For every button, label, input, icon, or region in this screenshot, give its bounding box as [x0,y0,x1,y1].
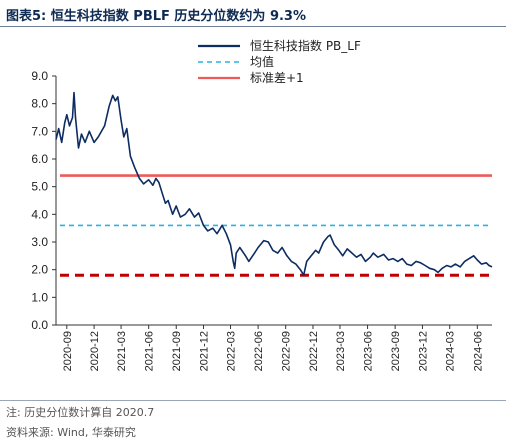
y-tick-label: 3.0 [31,235,48,249]
x-tick-label: 2023-06 [363,331,375,371]
y-tick-label: 6.0 [31,152,48,166]
figure-title: 图表5: 恒生科技指数 PBLF 历史分位数约为 9.3% [6,9,307,24]
x-tick-label: 2020-12 [89,331,101,371]
x-tick-label: 2023-03 [335,331,347,371]
footnote: 注: 历史分位数计算自 2020.7 [6,406,155,419]
x-tick-label: 2022-12 [308,331,320,371]
x-axis: 2020-09 2020-12 2021-03 2021-06 2021-09 2021-… [56,324,492,371]
x-tick-label: 2021-09 [171,331,183,371]
footer-divider [0,400,506,401]
x-tick-label: 2021-12 [199,331,211,371]
x-tick-label: 2022-06 [253,331,265,371]
pb-lf-series-line [55,91,493,276]
y-tick-label: 7.0 [31,124,48,138]
y-tick-label: 4.0 [31,207,48,221]
title-divider [0,26,506,27]
x-tick-label: 2023-09 [390,331,402,371]
y-tick-label: 9.0 [31,69,48,83]
reference-lines [60,174,492,277]
y-tick-label: 1.0 [31,290,48,304]
legend-pb-lf-label: 恒生科技指数 PB_LF [250,38,361,53]
y-tick-label: 0.0 [31,318,48,332]
series-layer [55,91,493,276]
x-tick-label: 2024-03 [445,331,457,371]
x-tick-label: 2023-12 [417,331,429,371]
x-tick-label: 2021-03 [116,331,128,371]
y-tick-label: 5.0 [31,180,48,194]
legend-plus-one-std-label: 标准差+1 [250,71,304,85]
x-tick-label: 2020-09 [62,331,74,371]
x-tick-label: 2024-06 [472,331,484,371]
x-tick-label: 2022-09 [281,331,293,371]
source-note: 资料来源: Wind, 华泰研究 [6,426,136,439]
x-tick-label: 2021-06 [144,331,156,371]
legend-mean-label: 均值 [250,54,274,69]
x-tick-label: 2022-03 [226,331,238,371]
y-axis: 0.0 1.0 2.0 3.0 4.0 5.0 6.0 7.0 8.0 9.0 [31,69,57,332]
y-tick-label: 2.0 [31,263,48,277]
y-tick-label: 8.0 [31,97,48,111]
